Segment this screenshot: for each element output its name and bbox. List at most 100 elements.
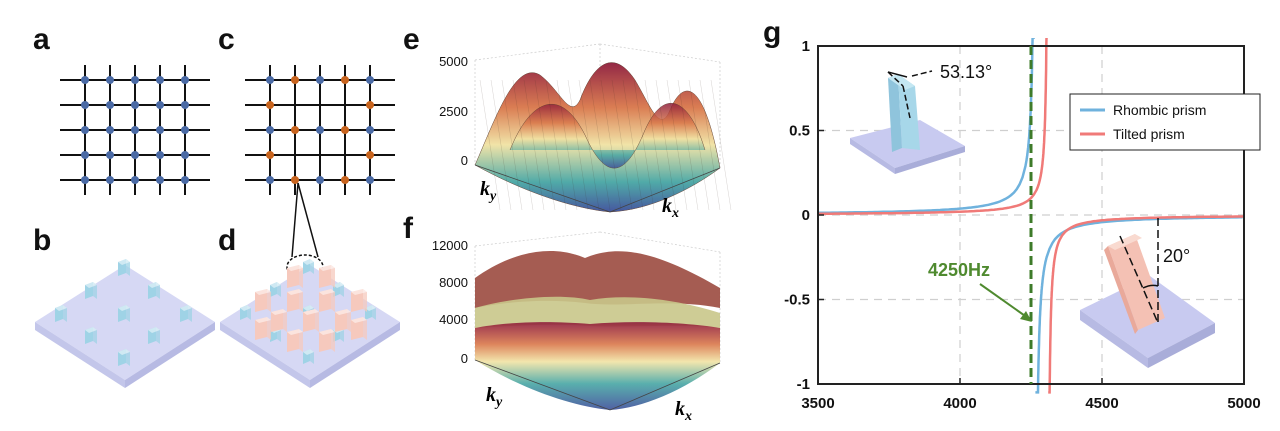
lattice-site bbox=[181, 76, 189, 84]
prism-blue bbox=[118, 259, 130, 276]
angle-label-tilted: 20° bbox=[1163, 246, 1190, 266]
lattice-site-orange bbox=[341, 176, 349, 184]
tick-f-0: 12000 bbox=[432, 238, 468, 253]
panel-label-f: f bbox=[403, 212, 413, 245]
lattice-site bbox=[156, 76, 164, 84]
prism-pink bbox=[287, 265, 303, 288]
prism-blue bbox=[270, 282, 281, 297]
lattice-site bbox=[316, 126, 324, 134]
axis-label-f-ky: ky bbox=[486, 384, 503, 410]
prism-pink bbox=[335, 309, 351, 332]
axis-label-e-ky: ky bbox=[480, 178, 497, 204]
lattice-site-orange bbox=[291, 176, 299, 184]
lattice-site bbox=[181, 176, 189, 184]
panel-label-d: d bbox=[218, 224, 237, 257]
panel-label-e: e bbox=[403, 23, 420, 56]
marker-arrow bbox=[979, 283, 1029, 319]
lattice-site bbox=[181, 101, 189, 109]
x-tick-label: 3500 bbox=[801, 395, 834, 412]
series-line-1 bbox=[1048, 215, 1244, 394]
lattice-site bbox=[156, 176, 164, 184]
prism-blue bbox=[85, 282, 97, 299]
tick-f-1: 8000 bbox=[439, 275, 468, 290]
lattice-site bbox=[81, 76, 89, 84]
chart-g: 3500 4000 4500 5000 1 0.5 0 -0.5 -1 53.13° 20° 4… bbox=[784, 38, 1261, 412]
lattice-site bbox=[316, 76, 324, 84]
marker-label: 4250Hz bbox=[928, 260, 990, 280]
lattice-site bbox=[81, 126, 89, 134]
axis-label-e-kx: kx bbox=[662, 195, 679, 221]
panel-label-b: b bbox=[33, 224, 52, 257]
lattice-site bbox=[106, 151, 114, 159]
lattice-site-orange bbox=[341, 126, 349, 134]
prism-pink bbox=[287, 289, 303, 312]
lattice-site bbox=[156, 126, 164, 134]
lattice-site bbox=[266, 126, 274, 134]
y-tick-label: 1 bbox=[802, 38, 810, 55]
panel-label-c: c bbox=[218, 23, 235, 56]
tick-e-0: 5000 bbox=[439, 54, 468, 69]
lattice-site bbox=[366, 126, 374, 134]
prism-blue bbox=[303, 349, 314, 364]
lattice-c bbox=[245, 65, 395, 195]
prism-blue bbox=[118, 305, 130, 322]
surface-plot-f: 12000 8000 4000 0 bbox=[432, 231, 721, 411]
lattice-site bbox=[106, 126, 114, 134]
prism-pink bbox=[287, 329, 303, 352]
panel-label-g: g bbox=[763, 16, 782, 49]
lattice-site bbox=[81, 176, 89, 184]
prism-pink bbox=[319, 265, 335, 288]
angle-label-rhombic: 53.13° bbox=[940, 62, 992, 82]
prism-blue bbox=[85, 327, 97, 344]
tick-f-2: 4000 bbox=[439, 312, 468, 327]
lattice-site-orange bbox=[291, 126, 299, 134]
prism-pink bbox=[351, 289, 367, 312]
tick-f-3: 0 bbox=[461, 351, 468, 366]
y-tick-label: -1 bbox=[797, 376, 810, 393]
lattice-site bbox=[266, 176, 274, 184]
inset-tilted-prism bbox=[1080, 218, 1215, 368]
y-tick-label: -0.5 bbox=[784, 292, 810, 309]
x-tick-label: 4500 bbox=[1085, 395, 1118, 412]
x-tick-label: 5000 bbox=[1227, 395, 1260, 412]
lattice-site bbox=[266, 76, 274, 84]
prism-blue bbox=[148, 282, 160, 299]
prism-pink bbox=[319, 329, 335, 352]
prism-pink bbox=[351, 317, 367, 340]
prism-pink bbox=[303, 309, 319, 332]
prism-blue bbox=[55, 305, 67, 322]
lattice-site bbox=[106, 101, 114, 109]
tick-e-2: 0 bbox=[461, 153, 468, 168]
legend-item-rhombic: Rhombic prism bbox=[1113, 102, 1206, 118]
prism-pink bbox=[319, 289, 335, 312]
lattice-site bbox=[131, 176, 139, 184]
lattice-site bbox=[106, 176, 114, 184]
lattice-site-orange bbox=[366, 101, 374, 109]
lattice-site bbox=[366, 76, 374, 84]
prism-blue bbox=[180, 305, 192, 322]
tick-e-1: 2500 bbox=[439, 104, 468, 119]
y-tick-label: 0 bbox=[802, 207, 810, 224]
lattice-site bbox=[316, 176, 324, 184]
lattice-site-orange bbox=[266, 151, 274, 159]
lattice-site bbox=[131, 151, 139, 159]
lattice-site-orange bbox=[341, 76, 349, 84]
lattice-site bbox=[131, 101, 139, 109]
lattice-site bbox=[81, 101, 89, 109]
prism-blue bbox=[303, 259, 314, 274]
lattice-site bbox=[181, 126, 189, 134]
legend-item-tilted: Tilted prism bbox=[1113, 126, 1185, 142]
lattice-site bbox=[156, 151, 164, 159]
x-tick-label: 4000 bbox=[943, 395, 976, 412]
prism-blue bbox=[240, 305, 251, 320]
lattice-site bbox=[131, 76, 139, 84]
lattice-a bbox=[60, 65, 210, 195]
lattice-site bbox=[181, 151, 189, 159]
legend: Rhombic prism Tilted prism bbox=[1069, 93, 1261, 151]
surface-plot-e: 5000 2500 0 bbox=[439, 43, 732, 213]
plate-d bbox=[220, 259, 400, 388]
lattice-site bbox=[156, 101, 164, 109]
prism-pink bbox=[255, 289, 271, 312]
inset-rhombic-prism bbox=[850, 70, 965, 174]
prism-pink bbox=[255, 317, 271, 340]
